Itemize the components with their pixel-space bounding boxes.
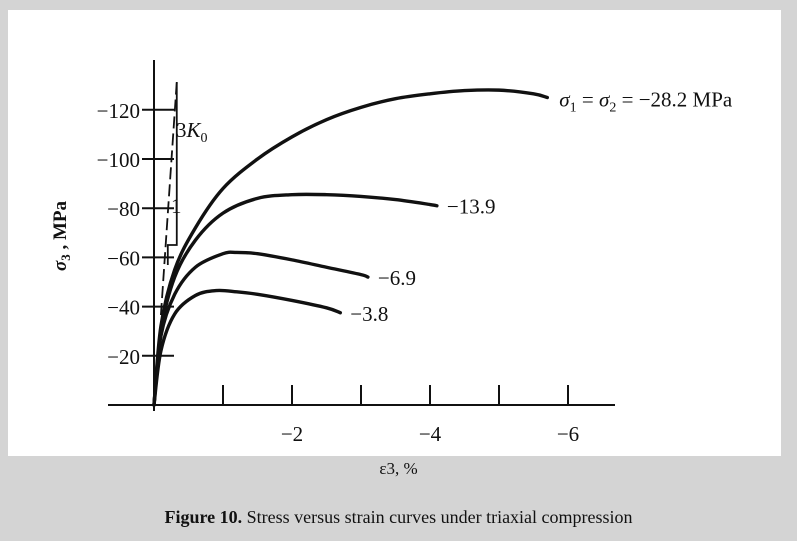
y-axis-label: σ3 , MPa xyxy=(50,200,73,271)
series-line xyxy=(152,88,549,407)
ticks: −2 −4 −6 −20 −40 −60 −80 −100 −120 xyxy=(97,99,580,446)
series-line xyxy=(152,250,370,407)
y-tick-label: −60 xyxy=(107,246,140,270)
y-tick-label: −20 xyxy=(107,345,140,369)
series-label: σ1 = σ2 = −28.2 MPa xyxy=(559,88,733,116)
slope-step-label: 1 xyxy=(171,194,182,218)
series xyxy=(152,88,549,407)
slope-annotation: 3K0 1 xyxy=(160,81,208,316)
series-label: −3.8 xyxy=(350,302,388,326)
y-tick-label: −40 xyxy=(107,296,140,320)
axes xyxy=(108,60,615,411)
x-tick-label: −6 xyxy=(557,422,579,446)
x-axis-label: ε3, % xyxy=(379,459,418,478)
labels: σ1 = σ2 = −28.2 MPa −13.9 −6.9 −3.8 xyxy=(350,88,733,326)
x-tick-label: −2 xyxy=(281,422,303,446)
series-line xyxy=(152,288,342,407)
series-label: −6.9 xyxy=(378,266,416,290)
plot-panel xyxy=(8,10,781,456)
y-tick-label: −80 xyxy=(107,197,140,221)
caption-label: Figure 10. xyxy=(164,507,243,527)
caption-text: Stress versus strain curves under triaxi… xyxy=(246,507,633,527)
slope-line xyxy=(160,81,178,316)
y-tick-label: −100 xyxy=(97,148,140,172)
series-label: −13.9 xyxy=(447,195,496,219)
series-line xyxy=(152,192,439,407)
figure-caption: Figure 10. Stress versus strain curves u… xyxy=(0,507,797,528)
y-tick-label: −120 xyxy=(97,99,140,123)
x-tick-label: −4 xyxy=(419,422,442,446)
slope-step xyxy=(166,115,178,265)
slope-label: 3K0 xyxy=(176,118,208,146)
